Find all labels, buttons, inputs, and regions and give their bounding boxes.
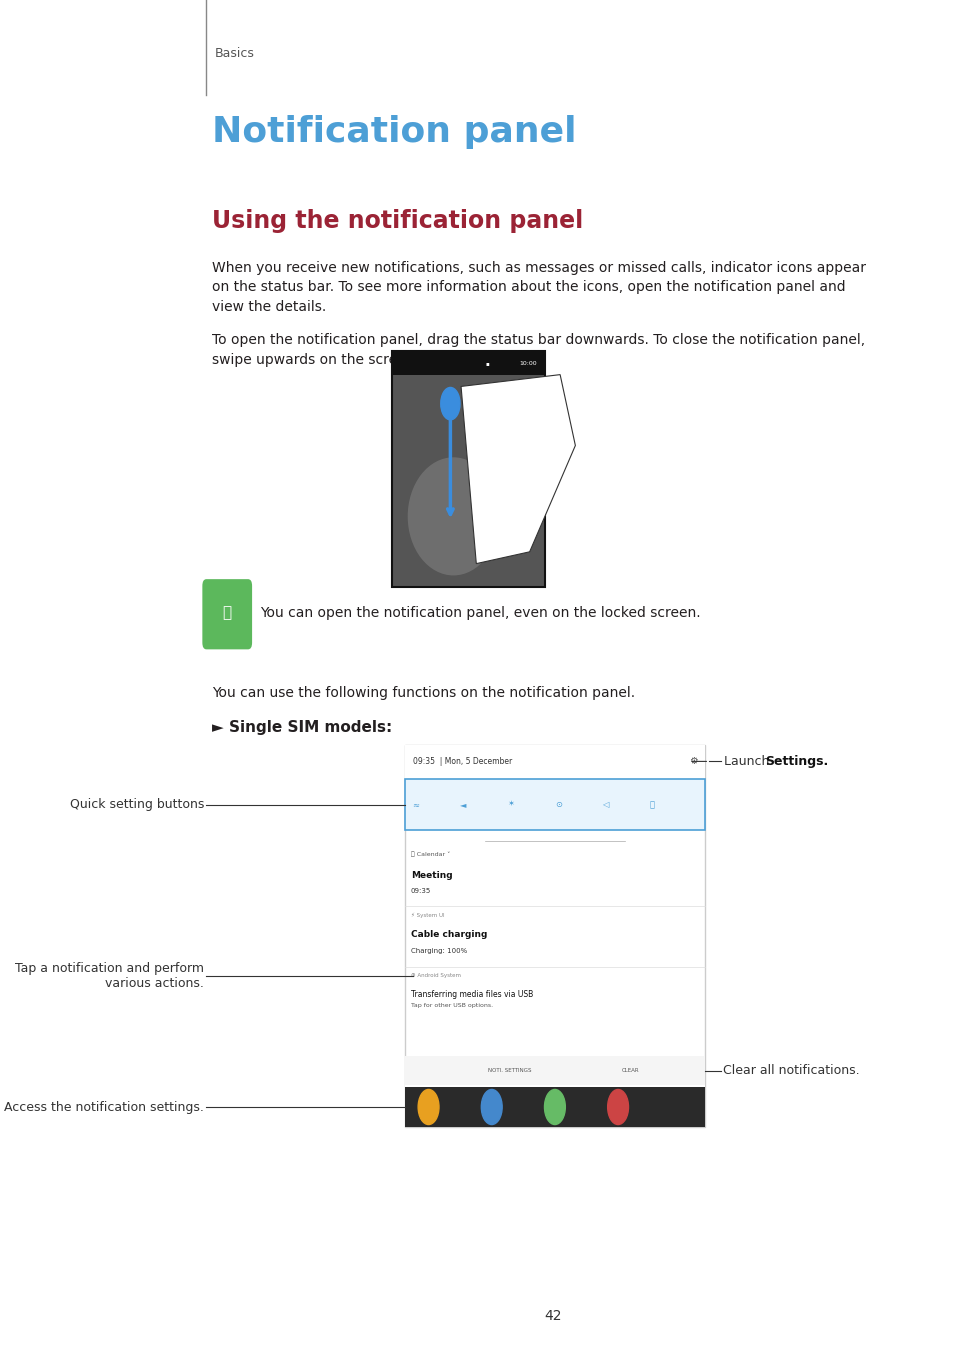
Circle shape [417,1089,438,1125]
Text: 42: 42 [543,1310,561,1323]
Ellipse shape [407,458,498,575]
Circle shape [544,1089,565,1125]
Circle shape [481,1089,501,1125]
Text: Tap for other USB options.: Tap for other USB options. [411,1003,493,1008]
Text: NOTI. SETTINGS: NOTI. SETTINGS [488,1068,531,1073]
Text: Charging: 100%: Charging: 100% [411,948,467,953]
FancyBboxPatch shape [404,745,704,779]
FancyBboxPatch shape [404,745,704,1127]
FancyBboxPatch shape [392,351,544,375]
Text: Notification panel: Notification panel [212,115,576,148]
Text: ⚡ System UI: ⚡ System UI [411,913,444,918]
Text: ⬛: ⬛ [649,801,654,809]
Text: ✶: ✶ [507,801,514,809]
Text: Basics: Basics [214,47,254,61]
Text: Tap a notification and perform
various actions.: Tap a notification and perform various a… [15,963,204,990]
Text: Launch: Launch [723,755,772,768]
Text: ≈: ≈ [412,801,419,809]
FancyBboxPatch shape [404,779,704,830]
Text: 10:00: 10:00 [518,360,537,366]
Text: Meeting: Meeting [411,871,452,880]
Text: 📅 Calendar ˅: 📅 Calendar ˅ [411,852,450,857]
Circle shape [440,387,459,420]
Text: ► Single SIM models:: ► Single SIM models: [212,720,392,734]
Text: ⊕ Android System: ⊕ Android System [411,973,460,979]
Text: You can use the following functions on the notification panel.: You can use the following functions on t… [212,686,635,699]
Text: When you receive new notifications, such as messages or missed calls, indicator : When you receive new notifications, such… [212,261,865,313]
Text: Access the notification settings.: Access the notification settings. [4,1100,204,1114]
Text: ◁: ◁ [601,801,608,809]
Text: 🔔: 🔔 [222,605,232,621]
Text: CLEAR: CLEAR [620,1068,639,1073]
Polygon shape [460,375,575,564]
FancyBboxPatch shape [404,1056,704,1085]
FancyBboxPatch shape [404,1084,704,1127]
Text: Cable charging: Cable charging [411,930,487,940]
Text: ◄: ◄ [459,801,466,809]
FancyBboxPatch shape [392,351,544,587]
Text: 09:35  | Mon, 5 December: 09:35 | Mon, 5 December [412,757,511,765]
Text: Transferring media files via USB: Transferring media files via USB [411,990,533,999]
Text: You can open the notification panel, even on the locked screen.: You can open the notification panel, eve… [260,606,700,620]
Text: Settings.: Settings. [764,755,828,768]
Text: To open the notification panel, drag the status bar downwards. To close the noti: To open the notification panel, drag the… [212,333,864,367]
Text: Using the notification panel: Using the notification panel [212,209,582,234]
FancyBboxPatch shape [202,579,252,649]
Text: ▪: ▪ [484,360,488,366]
Circle shape [607,1089,628,1125]
FancyBboxPatch shape [404,1087,704,1127]
Text: 09:35: 09:35 [411,888,431,894]
Text: ⊙: ⊙ [555,801,561,809]
Text: Quick setting buttons: Quick setting buttons [70,798,204,811]
Text: Clear all notifications.: Clear all notifications. [722,1064,859,1077]
Text: ⚙: ⚙ [688,756,697,767]
